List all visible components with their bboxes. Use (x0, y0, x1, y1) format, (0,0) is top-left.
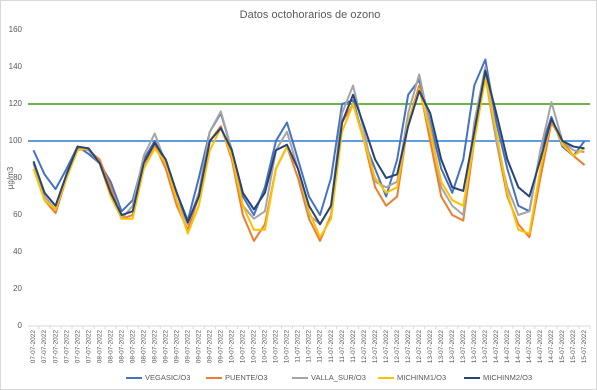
x-tick-label: 11-07-2022 (306, 330, 313, 363)
x-tick-label: 09-07-2022 (218, 330, 225, 364)
x-tick-label: 09-07-2022 (196, 330, 203, 364)
x-tick-label: 10-07-2022 (229, 330, 236, 364)
y-tick-label: 0 (18, 321, 23, 330)
x-tick-label: 12-07-2022 (383, 330, 390, 364)
x-tick-label: 12-07-2022 (394, 330, 401, 364)
series-line (32, 77, 586, 239)
y-tick-label: 160 (9, 25, 23, 34)
x-tick-label: 10-07-2022 (251, 330, 258, 364)
legend-label: MICHINM2/O3 (483, 373, 532, 382)
x-tick-label: 14-07-2022 (515, 330, 522, 364)
x-tick-label: 11-07-2022 (295, 330, 302, 363)
chart-title: Datos octohorarios de ozono (240, 9, 381, 21)
x-tick-label: 07-07-2022 (74, 330, 81, 364)
x-tick-label: 14-07-2022 (493, 330, 500, 364)
x-tick-label: 15-07-2022 (559, 330, 566, 364)
x-tick-label: 09-07-2022 (185, 330, 192, 364)
x-tick-label: 10-07-2022 (284, 330, 291, 364)
x-tick-label: 14-07-2022 (537, 330, 544, 364)
series-line (32, 69, 585, 226)
y-tick-label: 120 (9, 99, 23, 108)
x-tick-label: 07-07-2022 (30, 330, 37, 364)
x-tick-label: 08-07-2022 (140, 330, 147, 364)
x-tick-label: 13-07-2022 (482, 330, 489, 364)
legend-label: VEGASIC/O3 (145, 373, 190, 382)
x-tick-label: 14-07-2022 (504, 330, 511, 364)
x-tick-label: 11-07-2022 (328, 330, 335, 363)
x-tick-label: 13-07-2022 (460, 330, 467, 364)
x-tick-label: 10-07-2022 (240, 330, 247, 364)
x-tick-label: 11-07-2022 (350, 330, 357, 363)
x-tick-label: 07-07-2022 (85, 330, 92, 364)
x-tick-label: 12-07-2022 (372, 330, 379, 364)
x-tick-label: 08-07-2022 (151, 330, 158, 364)
y-tick-label: 100 (9, 136, 23, 145)
legend-label: MICHINM1/O3 (397, 373, 446, 382)
x-tick-label: 07-07-2022 (63, 330, 70, 364)
x-tick-label: 10-07-2022 (273, 330, 280, 364)
x-tick-label: 10-07-2022 (262, 330, 269, 364)
x-tick-label: 07-07-2022 (41, 330, 48, 364)
x-tick-label: 13-07-2022 (438, 330, 445, 364)
y-tick-label: 80 (13, 173, 22, 182)
x-tick-label: 11-07-2022 (317, 330, 324, 363)
x-tick-label: 12-07-2022 (405, 330, 412, 364)
y-tick-label: 140 (9, 62, 23, 71)
y-tick-label: 20 (13, 284, 22, 293)
legend-label: PUENTE/O3 (225, 373, 268, 382)
x-tick-label: 14-07-2022 (526, 330, 533, 364)
x-tick-label: 07-07-2022 (52, 330, 59, 364)
y-axis-label: µg/m3 (6, 166, 15, 189)
x-tick-label: 13-07-2022 (449, 330, 456, 364)
x-tick-label: 15-07-2022 (570, 330, 577, 364)
x-tick-label: 13-07-2022 (427, 330, 434, 364)
x-tick-label: 13-07-2022 (471, 330, 478, 364)
x-tick-label: 12-07-2022 (361, 330, 368, 364)
x-tick-label: 09-07-2022 (162, 330, 169, 364)
x-tick-label: 08-07-2022 (129, 330, 136, 364)
y-tick-label: 40 (13, 247, 22, 256)
x-tick-label: 15-07-2022 (581, 330, 588, 364)
x-tick-label: 08-07-2022 (96, 330, 103, 364)
x-tick-label: 09-07-2022 (173, 330, 180, 364)
x-tick-label: 08-07-2022 (118, 330, 125, 364)
x-tick-label: 14-07-2022 (548, 330, 555, 364)
legend-label: VALLA_SUR/O3 (311, 373, 366, 382)
x-tick-label: 11-07-2022 (339, 330, 346, 363)
x-tick-label: 12-07-2022 (416, 330, 423, 364)
y-tick-label: 60 (13, 210, 22, 219)
x-tick-label: 09-07-2022 (207, 330, 214, 364)
x-tick-label: 08-07-2022 (107, 330, 114, 364)
